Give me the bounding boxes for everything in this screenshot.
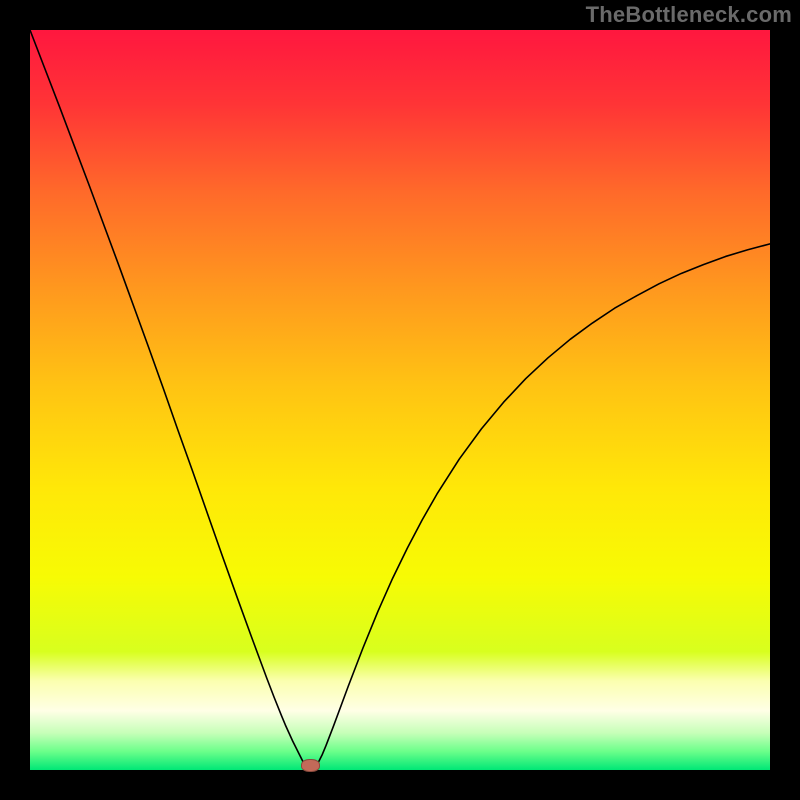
optimum-marker <box>301 759 320 772</box>
curve-svg <box>0 0 800 800</box>
chart-frame: TheBottleneck.com <box>0 0 800 800</box>
bottleneck-curve <box>30 30 770 770</box>
